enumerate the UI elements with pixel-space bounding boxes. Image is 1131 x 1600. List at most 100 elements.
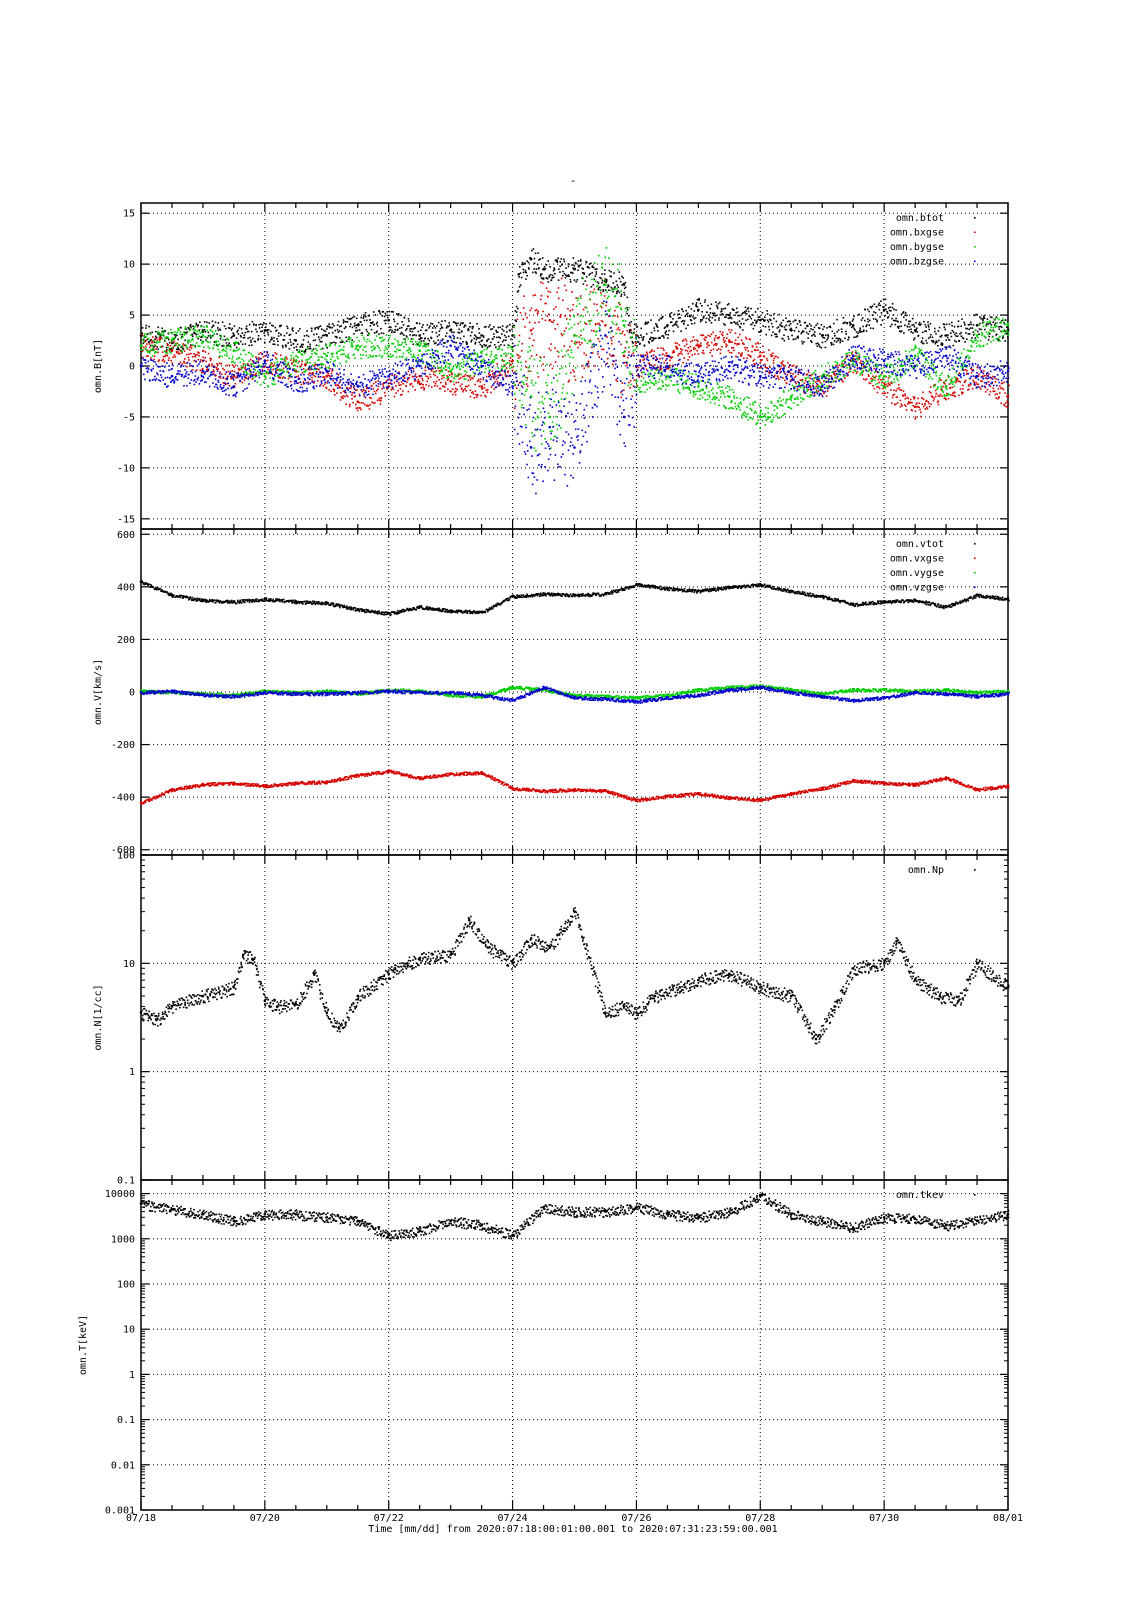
data-point (342, 397, 344, 400)
data-point (379, 349, 382, 352)
data-point (977, 383, 980, 386)
data-point (181, 347, 184, 350)
data-point (667, 367, 670, 370)
data-point (217, 344, 219, 346)
data-point (493, 358, 496, 361)
series-omn.bygse (139, 247, 1010, 452)
data-point (832, 367, 835, 370)
data-point (607, 295, 610, 298)
data-point (690, 384, 693, 387)
data-point (441, 369, 443, 372)
data-point (350, 387, 352, 389)
data-point (469, 334, 472, 337)
data-point (705, 336, 708, 339)
data-point (919, 324, 921, 326)
data-point (389, 326, 392, 329)
data-point (587, 265, 589, 268)
data-point (1005, 406, 1008, 408)
data-point (859, 327, 861, 330)
data-point (422, 386, 424, 389)
data-point (458, 328, 460, 331)
data-point (633, 318, 636, 321)
data-point (559, 313, 562, 316)
data-point (623, 361, 626, 364)
data-point (720, 310, 722, 313)
data-point (258, 364, 260, 367)
data-point (981, 321, 984, 324)
data-point (334, 335, 337, 338)
data-point (505, 339, 507, 342)
data-point (703, 352, 705, 355)
data-point-key (728, 339, 731, 342)
data-point (404, 341, 406, 344)
data-point (237, 349, 239, 351)
data-point (168, 341, 171, 344)
data-point (606, 336, 608, 338)
data-point (685, 313, 688, 316)
data-point (571, 392, 574, 395)
data-point (211, 326, 213, 329)
data-point (516, 318, 519, 321)
data-point (855, 357, 858, 360)
data-point (202, 346, 205, 349)
data-point (934, 389, 937, 392)
data-point (494, 371, 497, 374)
data-point (345, 394, 348, 397)
data-point (1005, 332, 1008, 335)
data-point (895, 309, 897, 311)
data-point (313, 351, 316, 354)
data-point (270, 361, 273, 364)
data-point (773, 357, 776, 360)
data-point (235, 346, 238, 349)
data-point (440, 323, 442, 326)
data-point (581, 342, 583, 344)
data-point (175, 351, 178, 354)
data-point (161, 351, 164, 353)
data-point (500, 344, 502, 346)
data-point (466, 360, 469, 363)
data-point (453, 383, 455, 386)
data-point (574, 261, 577, 264)
data-point (350, 345, 353, 348)
data-point (697, 340, 699, 343)
data-point (911, 401, 913, 404)
data-point (540, 443, 543, 445)
data-point (649, 379, 651, 382)
data-point (676, 342, 679, 345)
data-point (245, 372, 248, 374)
data-point (516, 353, 519, 356)
data-point (348, 357, 351, 360)
data-point (755, 322, 757, 324)
data-point (667, 377, 670, 380)
data-point (202, 349, 205, 352)
data-point (535, 308, 538, 311)
data-point (385, 347, 387, 350)
data-point (413, 356, 416, 359)
data-point (684, 315, 686, 317)
data-point (520, 349, 523, 352)
data-point (389, 334, 391, 337)
data-point (847, 371, 850, 374)
data-point (717, 348, 720, 350)
data-point (655, 325, 658, 327)
data-point (514, 384, 517, 386)
data-point (777, 326, 780, 328)
data-point (507, 371, 509, 374)
data-point (375, 355, 378, 357)
data-point (727, 349, 730, 352)
data-point (903, 332, 905, 334)
data-point (477, 337, 480, 339)
data-point (761, 419, 764, 422)
data-point (150, 338, 152, 341)
data-point (182, 343, 184, 345)
data-point (519, 284, 522, 286)
data-point (633, 331, 635, 334)
data-point (959, 388, 962, 390)
data-point (438, 387, 441, 390)
data-point (350, 343, 353, 345)
data-point (996, 393, 998, 395)
data-point (867, 374, 870, 376)
data-point (148, 352, 151, 354)
data-point (635, 338, 637, 340)
data-point (660, 317, 663, 320)
